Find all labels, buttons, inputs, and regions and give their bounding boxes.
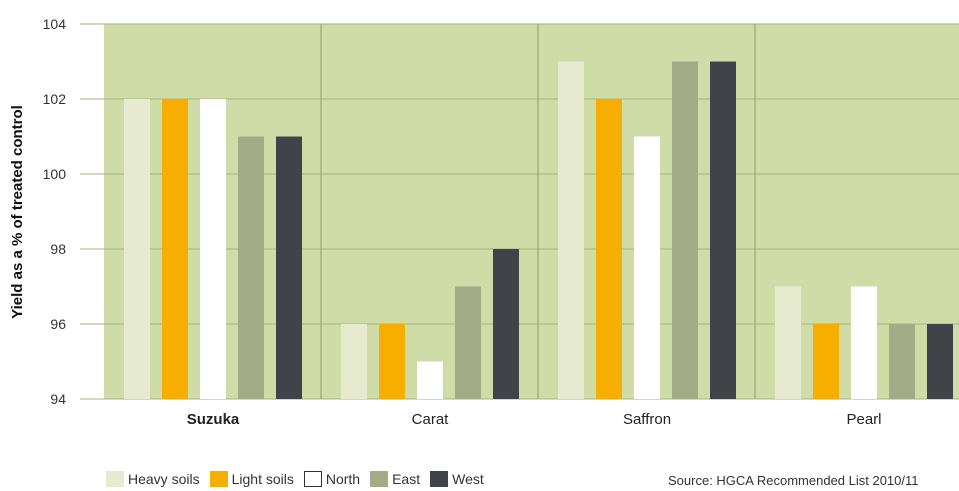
y-axis-label: Yield as a % of treated control: [9, 105, 26, 319]
legend-swatch: [430, 471, 449, 487]
legend-swatch: [370, 471, 389, 487]
bar-carat-light-soils: [379, 324, 405, 399]
bar-suzuka-east: [238, 136, 264, 399]
y-tick-label: 102: [43, 91, 67, 107]
legend-label: West: [452, 471, 484, 487]
x-tick-label: Pearl: [846, 411, 881, 428]
bar-suzuka-west: [276, 136, 302, 399]
legend: Heavy soils Light soils North East West: [106, 471, 494, 487]
bar-carat-north: [417, 361, 443, 399]
legend-swatch: [106, 471, 124, 487]
bar-saffron-east: [672, 61, 698, 399]
bar-carat-west: [493, 249, 519, 399]
bar-suzuka-light-soils: [162, 99, 188, 399]
x-axis-labels: Suzuka Carat Saffron Pearl: [187, 411, 882, 428]
bar-pearl-east: [889, 324, 915, 399]
bar-suzuka-north: [200, 99, 226, 399]
legend-item: West: [430, 471, 484, 487]
legend-swatch: [303, 471, 322, 487]
x-tick-label: Carat: [412, 411, 450, 428]
bar-pearl-north: [851, 286, 877, 399]
x-tick-label: Saffron: [623, 411, 671, 428]
y-tick-label: 100: [43, 166, 67, 182]
legend-swatch: [209, 471, 228, 487]
bar-carat-heavy-soils: [341, 324, 367, 399]
bar-pearl-light-soils: [813, 324, 839, 399]
bar-pearl-west: [927, 324, 953, 399]
legend-label: East: [392, 471, 421, 487]
legend-item: Light soils: [209, 471, 294, 487]
legend-item: East: [370, 471, 420, 487]
y-tick-label: 96: [50, 316, 66, 332]
bar-saffron-light-soils: [596, 99, 622, 399]
bars: [124, 61, 953, 399]
gridlines: [80, 23, 959, 400]
legend-item: North: [303, 471, 361, 487]
bar-carat-east: [455, 286, 481, 399]
bar-saffron-heavy-soils: [558, 61, 584, 399]
y-tick-label: 104: [43, 16, 67, 32]
y-axis-ticks: 94 96 98 100 102 104: [43, 16, 67, 407]
x-tick-label: Suzuka: [187, 411, 240, 428]
category-separators: [320, 24, 756, 399]
bar-saffron-north: [634, 136, 660, 399]
legend-item: Heavy soils: [106, 471, 200, 487]
y-tick-label: 94: [50, 391, 66, 407]
legend-label: Heavy soils: [128, 471, 200, 487]
bar-pearl-heavy-soils: [775, 286, 801, 399]
legend-label: North: [325, 471, 361, 487]
bar-saffron-west: [710, 61, 736, 399]
source-note: Source: HGCA Recommended List 2010/11: [668, 473, 919, 488]
bar-suzuka-heavy-soils: [124, 99, 150, 399]
y-tick-label: 98: [50, 241, 66, 257]
legend-label: Light soils: [231, 471, 294, 487]
